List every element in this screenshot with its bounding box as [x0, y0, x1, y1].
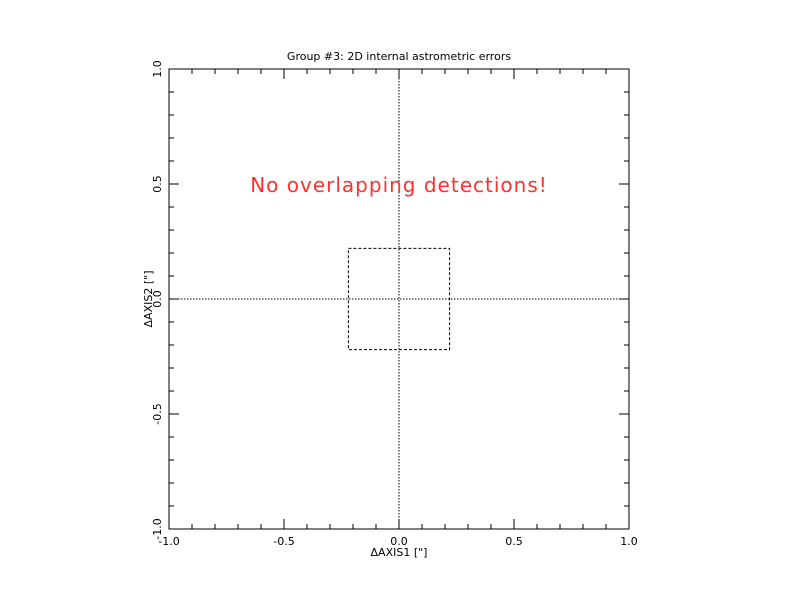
x-tick-label: -0.5 — [273, 535, 294, 548]
y-tick-labels: -1.0 -0.5 0.0 0.5 1.0 — [151, 60, 164, 539]
ticks — [168, 68, 630, 530]
y-tick-label: 0.5 — [151, 175, 164, 193]
no-detections-message: No overlapping detections! — [250, 173, 548, 197]
y-axis-label: ΔAXIS2 ["] — [142, 271, 155, 328]
chart-title: Group #3: 2D internal astrometric errors — [287, 50, 511, 63]
error-box — [347, 247, 451, 351]
x-tick-label: 0.5 — [505, 535, 523, 548]
x-tick-labels: -1.0 -0.5 0.0 0.5 1.0 — [158, 535, 637, 548]
y-tick-label: -0.5 — [151, 403, 164, 424]
y-tick-label: 0.0 — [151, 290, 164, 308]
x-tick-label: 1.0 — [620, 535, 638, 548]
y-tick-label: 1.0 — [151, 60, 164, 78]
x-tick-label: -1.0 — [158, 535, 179, 548]
y-tick-label: -1.0 — [151, 518, 164, 539]
x-axis-label: ΔAXIS1 ["] — [371, 546, 428, 559]
x-tick-label: 0.0 — [390, 535, 408, 548]
